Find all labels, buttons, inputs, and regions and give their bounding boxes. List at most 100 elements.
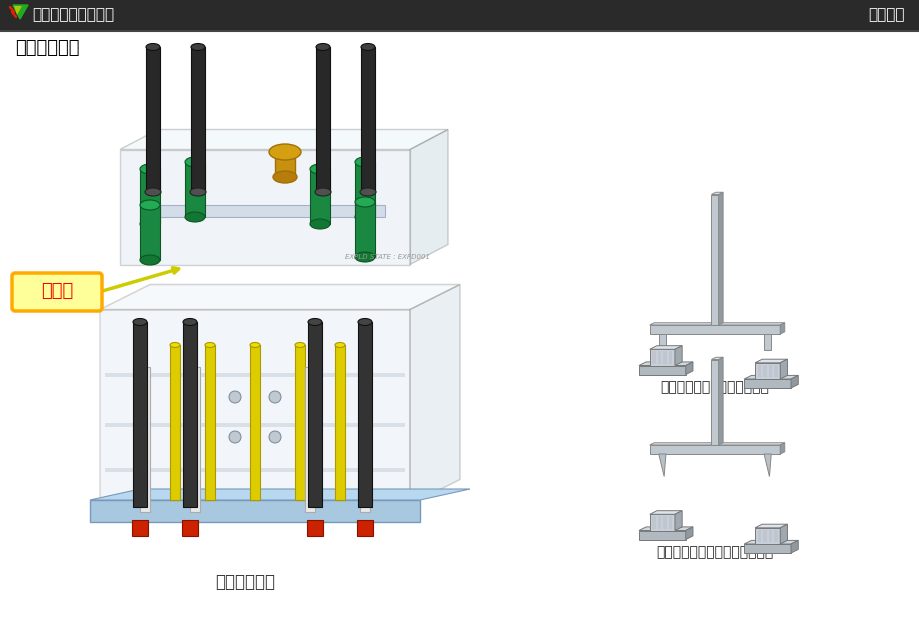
Bar <box>185 162 205 217</box>
Bar <box>355 162 375 217</box>
Polygon shape <box>790 540 798 553</box>
Ellipse shape <box>357 318 371 326</box>
Bar <box>105 468 404 472</box>
Bar <box>657 516 661 529</box>
Bar <box>773 364 777 377</box>
Bar <box>767 529 771 542</box>
Polygon shape <box>710 192 722 194</box>
Ellipse shape <box>355 252 375 262</box>
Bar <box>145 205 384 217</box>
Ellipse shape <box>268 144 301 160</box>
Ellipse shape <box>140 164 160 174</box>
Polygon shape <box>754 359 787 363</box>
Ellipse shape <box>355 157 375 167</box>
Bar <box>668 351 672 364</box>
Bar <box>295 345 305 500</box>
Polygon shape <box>718 192 722 325</box>
Bar <box>649 349 675 366</box>
Bar <box>275 151 295 177</box>
Polygon shape <box>754 524 787 528</box>
Ellipse shape <box>140 219 160 229</box>
Bar <box>663 516 666 529</box>
Bar <box>105 423 404 427</box>
Ellipse shape <box>191 43 205 50</box>
Ellipse shape <box>314 188 331 196</box>
Bar <box>649 445 779 454</box>
Ellipse shape <box>190 188 206 196</box>
Bar <box>105 373 404 377</box>
Bar <box>205 345 215 500</box>
Bar <box>359 367 369 512</box>
Ellipse shape <box>185 212 205 222</box>
Polygon shape <box>675 346 681 366</box>
Text: EXPLD STATE : EXPD001: EXPLD STATE : EXPD001 <box>345 254 429 260</box>
Bar <box>773 529 777 542</box>
Ellipse shape <box>308 318 322 326</box>
Polygon shape <box>100 285 460 310</box>
Polygon shape <box>743 540 798 544</box>
Text: 成型时的塑件与浇注系统凝料: 成型时的塑件与浇注系统凝料 <box>660 380 768 394</box>
Bar <box>663 351 666 364</box>
Bar <box>710 194 718 325</box>
Ellipse shape <box>133 318 147 326</box>
Bar <box>307 520 323 536</box>
Circle shape <box>268 431 280 443</box>
Polygon shape <box>639 527 692 531</box>
Ellipse shape <box>315 43 330 50</box>
Bar <box>639 531 685 540</box>
Bar <box>763 529 766 542</box>
Ellipse shape <box>310 164 330 174</box>
Polygon shape <box>763 454 770 476</box>
Polygon shape <box>675 511 681 531</box>
Polygon shape <box>119 129 448 150</box>
Text: 【教学过程】: 【教学过程】 <box>15 39 79 57</box>
Bar <box>146 47 160 192</box>
FancyBboxPatch shape <box>12 273 102 311</box>
Bar <box>767 364 771 377</box>
Polygon shape <box>649 511 681 514</box>
Polygon shape <box>410 129 448 264</box>
Ellipse shape <box>335 343 345 348</box>
Circle shape <box>229 431 241 443</box>
Bar <box>191 47 205 192</box>
Bar <box>310 169 330 224</box>
Bar <box>90 500 420 522</box>
Polygon shape <box>410 285 460 505</box>
Bar <box>754 528 779 544</box>
Bar <box>250 345 260 500</box>
Bar <box>133 322 147 507</box>
Polygon shape <box>639 362 692 366</box>
Bar <box>140 367 150 512</box>
Bar <box>639 366 685 375</box>
Polygon shape <box>710 357 722 359</box>
Polygon shape <box>14 6 22 15</box>
Bar <box>754 363 779 379</box>
Circle shape <box>268 391 280 403</box>
Polygon shape <box>649 323 784 325</box>
Bar <box>710 359 718 445</box>
Ellipse shape <box>146 43 160 50</box>
Polygon shape <box>90 489 470 500</box>
Ellipse shape <box>183 318 197 326</box>
Text: 开模后塑件与浇注系统凝料分离: 开模后塑件与浇注系统凝料分离 <box>655 545 773 559</box>
Bar <box>649 325 779 334</box>
Text: 吉安市中等专业学校: 吉安市中等专业学校 <box>32 8 114 22</box>
Bar <box>652 351 655 364</box>
Bar <box>360 47 375 192</box>
Bar <box>190 367 199 512</box>
Bar <box>743 544 790 553</box>
Bar <box>140 169 160 224</box>
Ellipse shape <box>355 197 375 207</box>
Bar <box>140 205 160 260</box>
Bar <box>658 334 665 350</box>
Polygon shape <box>649 346 681 349</box>
Ellipse shape <box>140 200 160 210</box>
Polygon shape <box>13 5 28 19</box>
Bar <box>757 529 761 542</box>
Bar <box>657 351 661 364</box>
Bar <box>131 520 148 536</box>
Ellipse shape <box>140 255 160 265</box>
Bar <box>757 364 761 377</box>
Polygon shape <box>779 524 787 544</box>
Bar <box>308 322 322 507</box>
